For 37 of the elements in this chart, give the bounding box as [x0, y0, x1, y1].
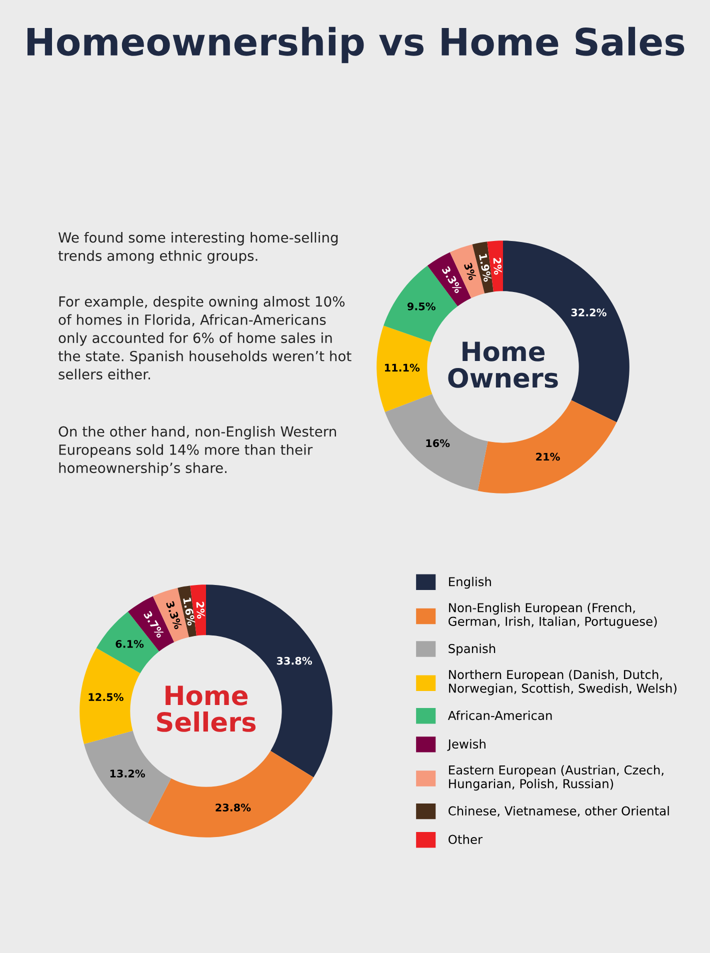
data-label: 12.5% — [88, 693, 124, 702]
data-label: 3% — [464, 262, 477, 281]
legend-label: Chinese, Vietnamese, other Oriental — [448, 806, 669, 817]
text: For example, despite owning almost 10% of homes in Florida, African-Americans only accounted for 6% of home sales in the state. Spanish households weren’t hot sellers either. — [58, 296, 352, 380]
data-label: 9.5% — [407, 302, 436, 310]
text: We found some interesting home-selling trends among ethnic groups. — [58, 232, 338, 264]
data-label: 33.8% — [276, 656, 312, 665]
text: Homeownership vs Home Sales — [27, 26, 684, 64]
donut-slice — [376, 326, 432, 412]
data-label: 23.8% — [216, 804, 251, 812]
text: Home Owners — [448, 342, 558, 388]
data-label: 13.2% — [110, 770, 146, 778]
legend-label: Northern European (Danish, Dutch, Norwegian, Scottish, Swedish, Welsh) — [449, 670, 676, 696]
donut-slice — [84, 730, 172, 824]
data-label: 6.1% — [116, 640, 144, 648]
legend-label: Spanish — [448, 644, 496, 656]
data-label: 21% — [536, 452, 560, 461]
data-label: 1.6% — [183, 598, 196, 626]
legend-label: Other — [448, 834, 483, 844]
donut-slice — [384, 394, 488, 491]
data-label: 1.9% — [478, 254, 492, 282]
data-label: 32.2% — [571, 308, 606, 316]
donut-slice — [80, 648, 140, 744]
data-label: 16% — [426, 439, 450, 448]
legend-label: Eastern European (Austrian, Czech, Hungarian, Polish, Russian) — [449, 765, 664, 791]
donut-slice — [148, 750, 314, 838]
text: On the other hand, non-English Western Europeans sold 14% more than their homeownership’s share. — [58, 426, 336, 476]
text: Home Sellers — [157, 686, 256, 732]
data-label: 11.1% — [385, 364, 420, 372]
legend-label: African-American — [448, 710, 552, 720]
donut-slice — [478, 400, 617, 494]
legend-label: Jewish — [447, 739, 486, 751]
legend-label: Non-English European (French, German, Irish, Italian, Portuguese) — [448, 602, 657, 628]
data-label: 2% — [196, 602, 206, 619]
data-label: 3.3% — [166, 600, 182, 630]
legend-label: English — [449, 576, 491, 589]
data-label: 2% — [493, 258, 502, 275]
